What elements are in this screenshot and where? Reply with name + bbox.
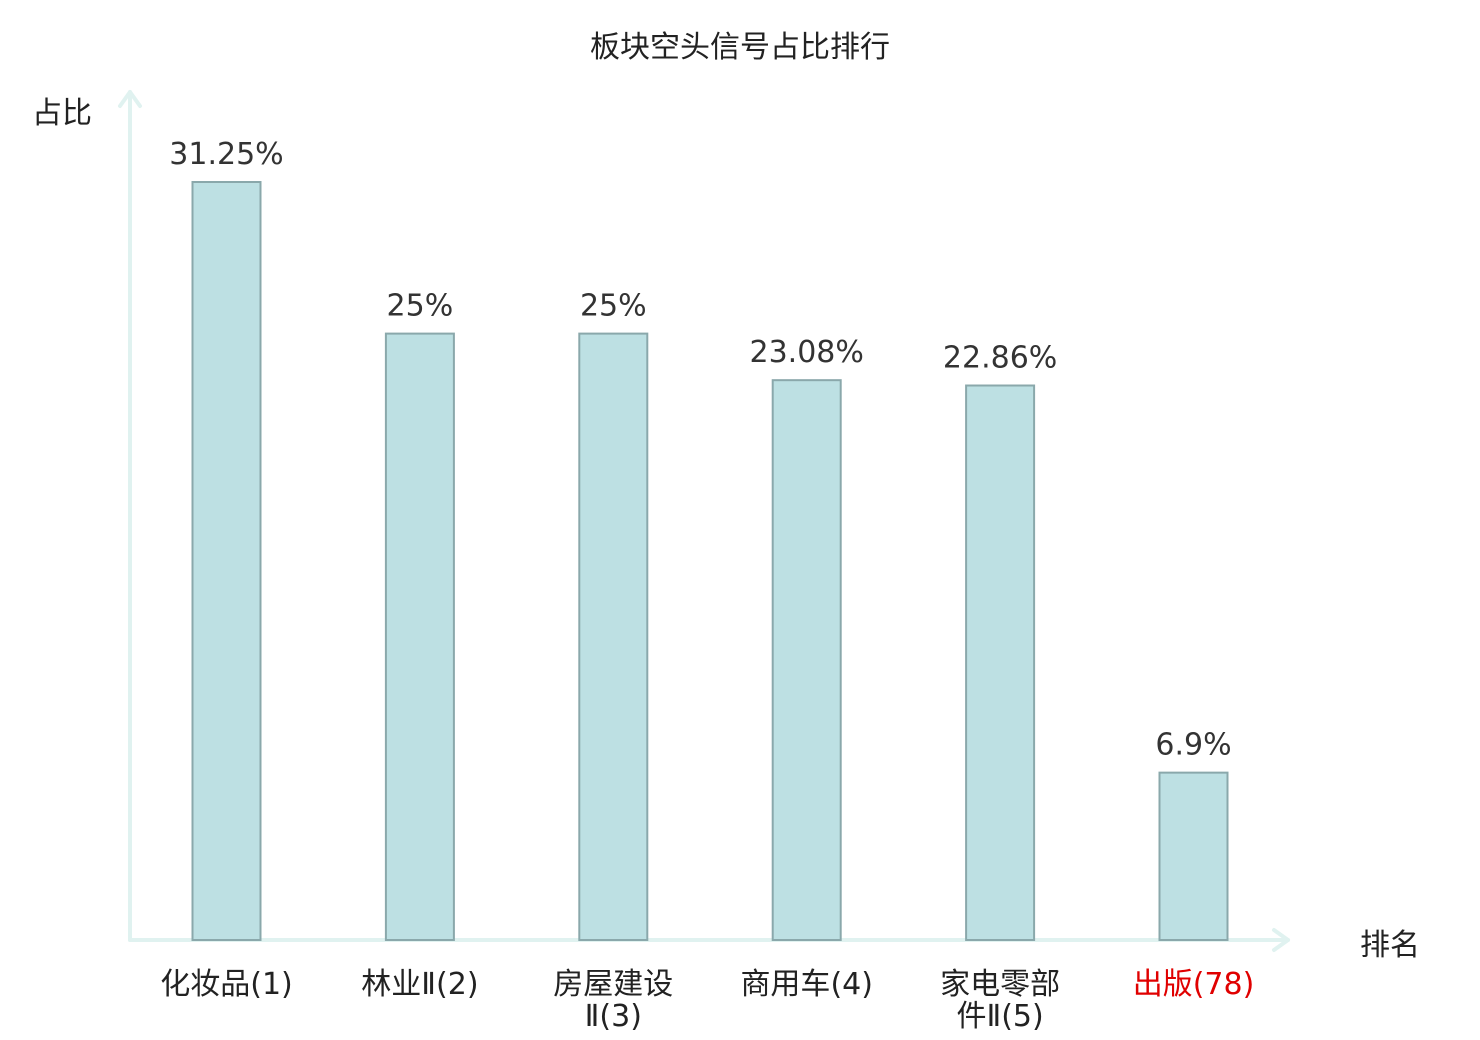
x-tick-label: 出版(78): [1133, 967, 1255, 1002]
x-tick-label-rank: Ⅱ(3): [585, 999, 642, 1034]
x-tick-label: 化妆品(1): [160, 967, 293, 1002]
x-tick-label: 家电零部: [940, 967, 1060, 1002]
data-label: 23.08%: [750, 335, 864, 370]
chart-title: 板块空头信号占比排行: [590, 30, 890, 65]
data-label: 25%: [580, 289, 647, 324]
axes: [118, 90, 1290, 952]
x-tick-label: 商用车(4): [740, 967, 873, 1002]
x-tick-label-main: 商用车: [740, 967, 830, 1002]
bar: [191, 181, 262, 941]
x-tick-label-main: 化妆品: [160, 967, 250, 1002]
data-label: 31.25%: [169, 137, 283, 172]
bar: [771, 379, 842, 941]
x-tick-label-rank: (2): [436, 967, 479, 1002]
x-axis-label: 排名: [1360, 928, 1420, 963]
x-tick-label-rank: 件Ⅱ(5): [956, 999, 1043, 1034]
bar: [578, 332, 649, 942]
bars: [191, 181, 1229, 942]
bar: [965, 384, 1036, 942]
x-tick-label-main: 出版: [1133, 967, 1193, 1002]
data-label: 22.86%: [943, 341, 1057, 376]
bar: [384, 332, 455, 942]
x-tick-label-rank: (78): [1193, 967, 1255, 1002]
x-tick-label-main: 林业Ⅱ: [361, 967, 436, 1002]
bar: [1158, 771, 1229, 941]
data-label: 25%: [387, 289, 454, 324]
data-label: 6.9%: [1155, 728, 1231, 763]
x-tick-label-rank: (4): [830, 967, 873, 1002]
x-tick-label: 房屋建设: [553, 967, 673, 1002]
x-tick-label-rank: (1): [250, 967, 293, 1002]
y-axis-arrow: [118, 90, 142, 108]
x-tick-label: 林业Ⅱ(2): [361, 967, 478, 1002]
x-axis-arrow: [1272, 928, 1290, 952]
y-axis-label: 占比: [32, 96, 92, 131]
